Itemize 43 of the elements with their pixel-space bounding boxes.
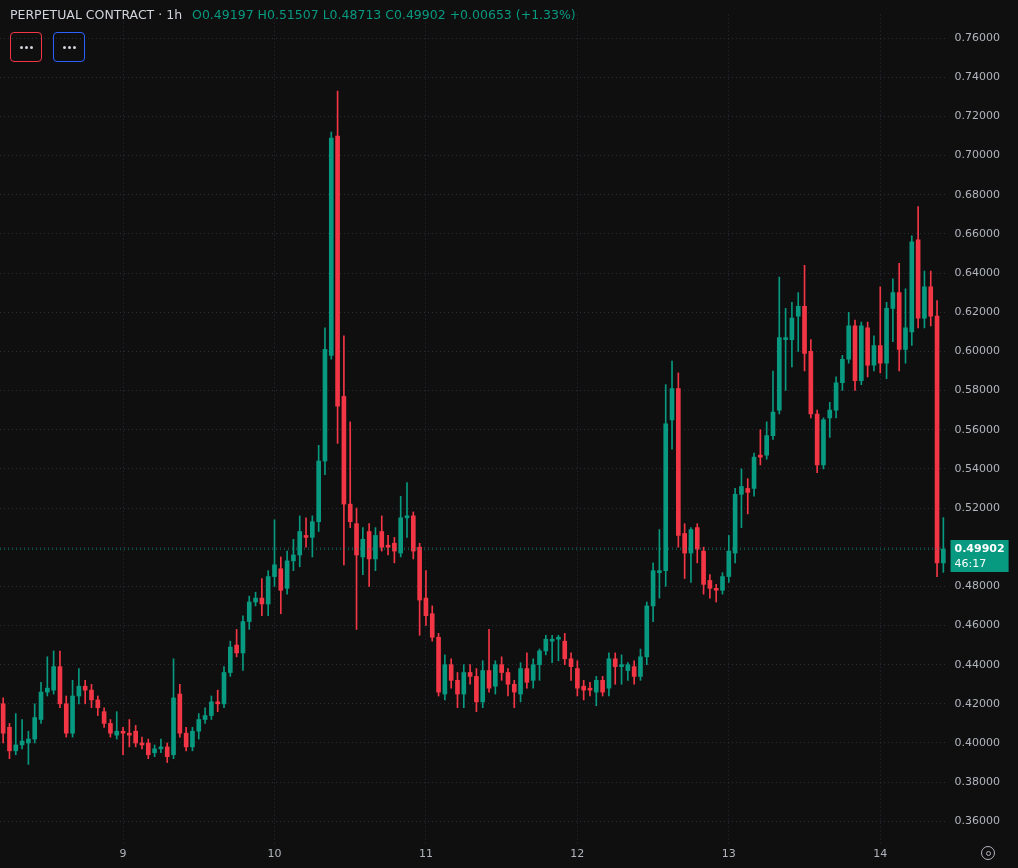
y-tick-label: 0.64000 [954, 265, 1001, 279]
x-tick-label: 11 [418, 847, 433, 861]
x-tick-label: 13 [721, 847, 736, 861]
candlestick [120, 726, 126, 756]
candlestick [82, 680, 88, 705]
x-tick-label: 14 [873, 847, 888, 861]
y-tick-label: 0.48000 [954, 579, 1001, 593]
candlestick [347, 421, 353, 528]
y-tick-label: 0.52000 [954, 500, 1001, 514]
chart-title: PERPETUAL CONTRACT · 1h [10, 7, 183, 22]
candlestick [745, 478, 751, 515]
candlestick [303, 517, 309, 548]
candlestick [827, 401, 833, 438]
x-tick-label: 9 [119, 847, 127, 861]
y-tick-label: 0.58000 [954, 383, 1001, 397]
candlestick [467, 664, 473, 685]
y-tick-label: 0.36000 [954, 814, 1001, 828]
y-tick-label: 0.44000 [954, 657, 1001, 671]
candlestick [795, 292, 801, 352]
candlestick [877, 286, 883, 374]
x-tick-label: 10 [267, 847, 282, 861]
y-tick-label: 0.56000 [954, 422, 1001, 436]
y-tick-label: 0.46000 [954, 618, 1001, 632]
y-tick-label: 0.72000 [954, 109, 1001, 123]
y-tick-label: 0.38000 [954, 775, 1001, 788]
candlestick [114, 711, 120, 740]
y-tick-label: 0.74000 [954, 70, 1001, 84]
candlestick [713, 584, 719, 603]
y-tick-label: 0.60000 [954, 344, 1001, 358]
y-tick-label: 0.62000 [954, 305, 1001, 319]
candlestick [385, 535, 391, 556]
x-tick-label: 12 [570, 847, 585, 861]
ref-line-label: 0.49902 [954, 541, 1005, 555]
y-tick-label: 0.42000 [954, 696, 1001, 710]
y-tick-label: 0.76000 [954, 30, 1001, 44]
y-tick-label: 0.54000 [954, 461, 1001, 475]
y-tick-label: 0.68000 [954, 187, 1001, 201]
y-tick-label: 0.66000 [954, 226, 1001, 240]
y-tick-label: 0.70000 [954, 148, 1001, 162]
y-tick-label: 0.40000 [954, 735, 1001, 749]
candlestick [13, 713, 19, 756]
chart-subtitle: O0.49197 H0.51507 L0.48713 C0.49902 +0.00653 (+1.33%) [192, 7, 576, 22]
text: 46:17 [954, 556, 987, 570]
